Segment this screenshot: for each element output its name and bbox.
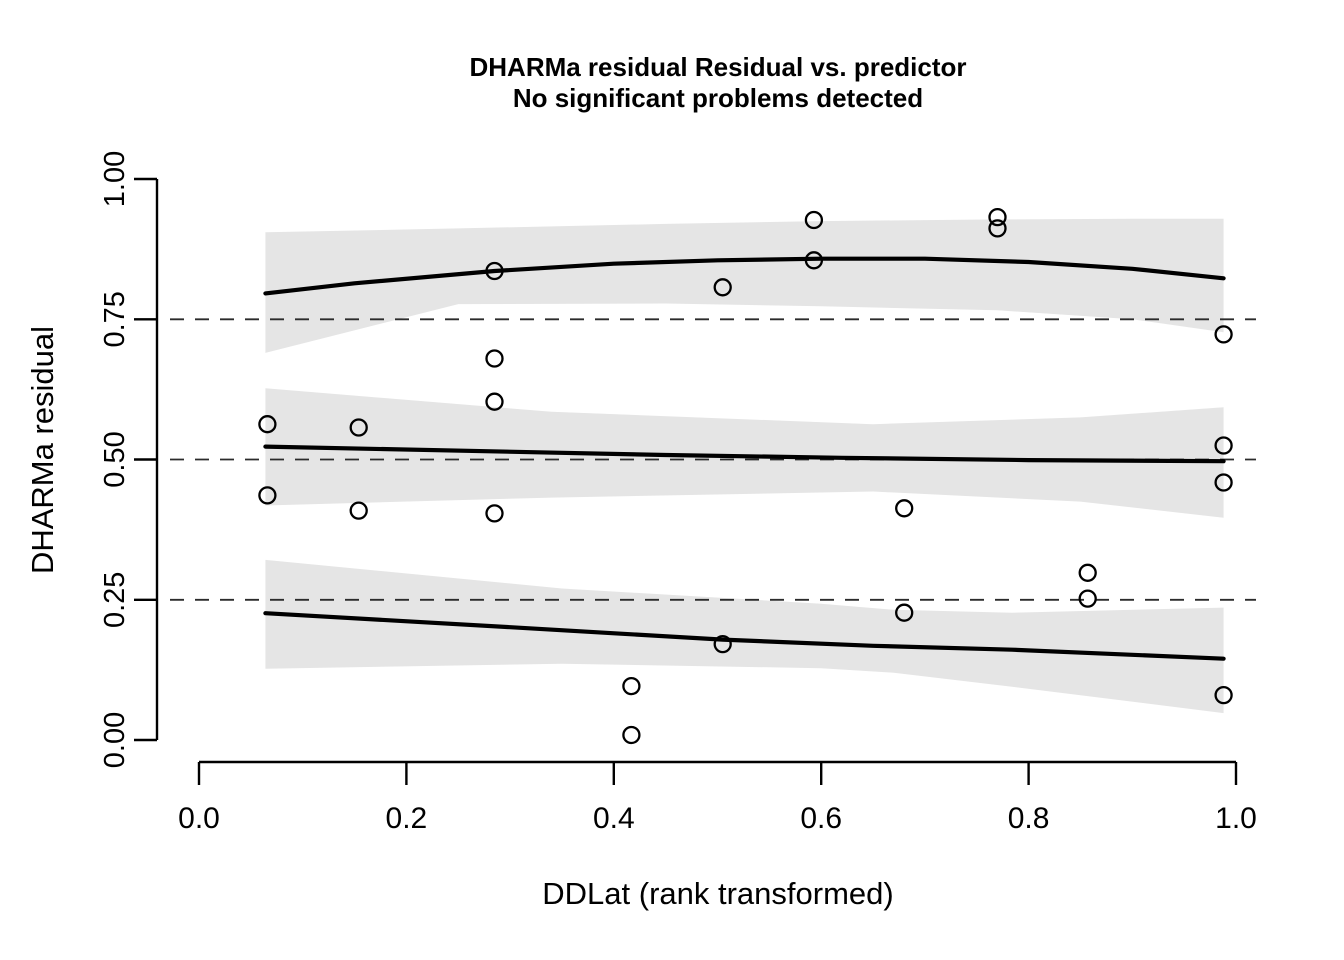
data-point — [895, 499, 914, 518]
x-axis-title: DDLat (rank transformed) — [542, 876, 894, 911]
data-point — [713, 634, 732, 654]
y-tick-label: 0.75 — [99, 291, 131, 347]
y-tick-label: 1.00 — [99, 151, 131, 207]
data-point — [1214, 325, 1233, 344]
data-point — [1214, 685, 1233, 705]
data-point — [258, 415, 277, 434]
data-point — [485, 349, 504, 368]
x-tick-label: 1.0 — [1215, 802, 1257, 835]
data-point — [988, 219, 1007, 238]
data-point — [485, 261, 504, 281]
confidence-band-q0.5 — [265, 388, 1224, 518]
confidence-band-q0.25 — [265, 559, 1224, 714]
quantile-line-q0.75 — [263, 256, 1226, 296]
confidence-bands-layer — [265, 218, 1224, 714]
y-tick-label: 0.25 — [99, 572, 131, 628]
data-point — [485, 504, 504, 523]
data-point — [622, 676, 641, 696]
data-point — [804, 251, 824, 270]
data-point — [895, 603, 914, 622]
data-point — [1214, 436, 1233, 455]
x-tick-label: 0.6 — [800, 802, 842, 835]
chart-title-block: DHARMa residual Residual vs. predictor N… — [199, 52, 1237, 114]
x-tick-label: 0.2 — [386, 802, 428, 835]
y-tick-label: 0.50 — [99, 431, 131, 487]
data-point — [1078, 589, 1097, 608]
quantile-lines-layer — [263, 256, 1226, 661]
axes-layer: 0.00 0.25 0.50 0.75 1.00 0.0 0.2 0.4 0.6 0.8 1.0 — [99, 151, 1257, 835]
data-points-layer — [258, 207, 1233, 745]
chart-subtitle: No significant problems detected — [512, 83, 924, 113]
y-axis-title: DHARMa residual — [25, 325, 60, 575]
data-point — [713, 278, 732, 297]
quantile-line-q0.5 — [263, 444, 1226, 464]
data-point — [1214, 473, 1233, 492]
data-point — [349, 418, 368, 437]
data-point — [258, 486, 277, 505]
x-tick-label: 0.8 — [1008, 802, 1050, 835]
data-point — [622, 725, 641, 745]
x-tick-label: 0.0 — [178, 802, 220, 835]
x-tick-label: 0.4 — [593, 802, 635, 835]
chart-title: DHARMa residual Residual vs. predictor — [469, 52, 967, 82]
y-tick-label: 0.00 — [99, 712, 131, 768]
quantile-line-q0.25 — [263, 611, 1226, 661]
data-point — [485, 392, 504, 411]
confidence-band-q0.75 — [265, 218, 1224, 353]
data-point — [804, 210, 824, 230]
data-point — [1078, 563, 1097, 582]
data-point — [988, 207, 1007, 227]
data-point — [349, 501, 368, 520]
